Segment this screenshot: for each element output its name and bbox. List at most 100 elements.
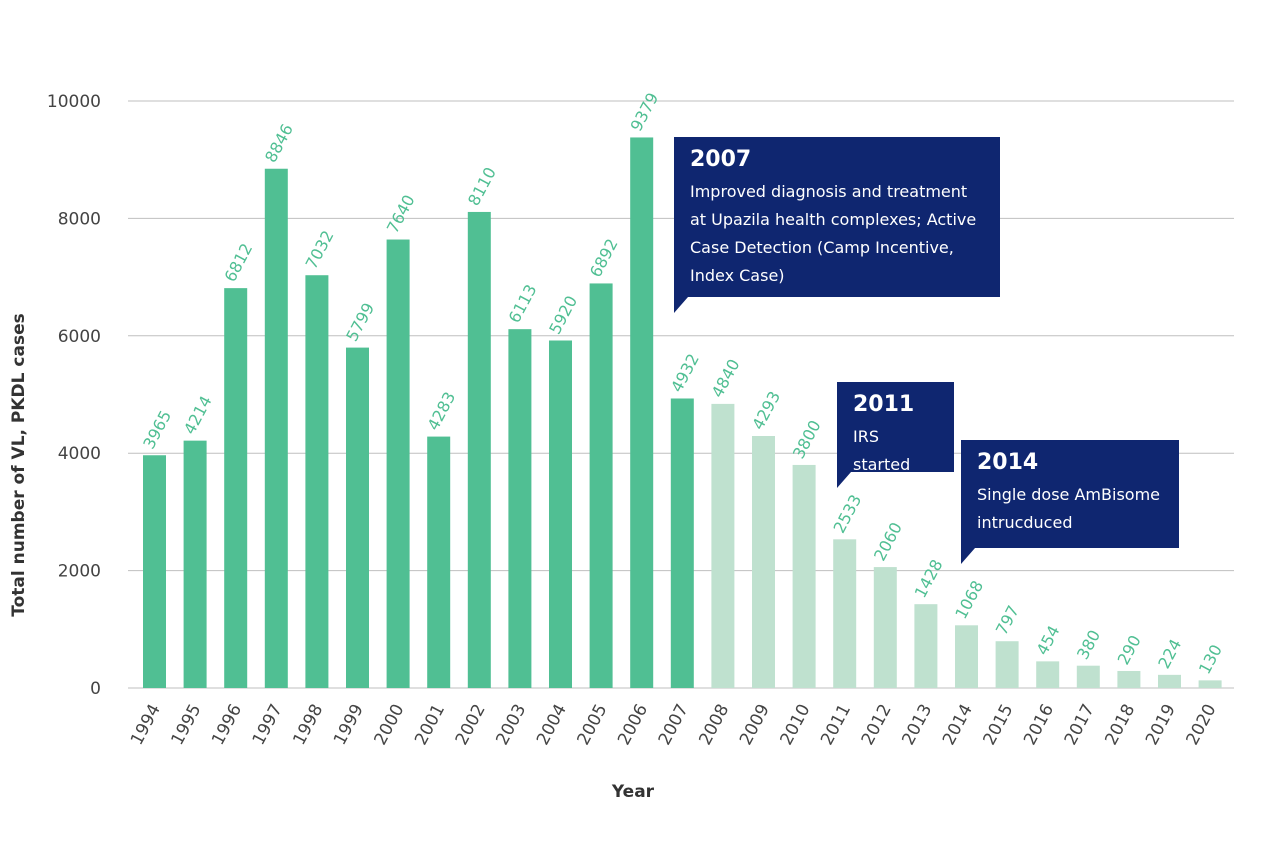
x-tick-label-2014: 2014 (939, 701, 977, 749)
x-tick-label-1998: 1998 (289, 701, 327, 749)
bar-2007 (670, 398, 694, 688)
data-label-2020: 130 (1195, 641, 1226, 677)
bar-2020 (1198, 680, 1222, 688)
bar-2013 (914, 604, 938, 688)
data-label-2009: 4293 (748, 388, 784, 433)
bar-2000 (386, 239, 410, 689)
annotation-2011: 2011 IRS started (837, 382, 954, 488)
x-tick-label-1996: 1996 (208, 701, 246, 749)
y-axis-ticks: 0 2000 4000 6000 8000 10000 (47, 92, 101, 699)
data-label-1999: 5799 (342, 300, 378, 345)
x-tick-label-2006: 2006 (614, 701, 652, 749)
bar-2018 (1117, 670, 1141, 688)
data-label-1994: 3965 (139, 407, 175, 452)
bar-2006 (630, 137, 654, 688)
x-tick-label-2008: 2008 (695, 701, 733, 749)
data-label-2015: 797 (992, 602, 1023, 638)
x-tick-label-2013: 2013 (898, 701, 936, 749)
bar-1995 (183, 440, 207, 688)
x-tick-label-2009: 2009 (736, 701, 774, 749)
annotation-2014: 2014 Single dose AmBisome intrucduced (961, 440, 1179, 564)
data-label-1997: 8846 (261, 121, 297, 166)
data-label-2019: 224 (1154, 636, 1185, 672)
x-axis-ticks: 1994 1995 1996 1997 1998 1999 2000 2001 2002 2003… (127, 701, 1221, 749)
annotation-2007-year: 2007 (690, 147, 752, 172)
x-tick-label-2012: 2012 (858, 701, 896, 749)
data-label-2008: 4840 (708, 356, 744, 401)
x-tick-label-2004: 2004 (533, 701, 571, 749)
bar-2005 (589, 283, 613, 688)
y-tick-label: 10000 (47, 92, 101, 112)
x-tick-label-2002: 2002 (452, 701, 490, 749)
bar-1999 (346, 347, 369, 688)
bar-2012 (873, 567, 897, 688)
x-tick-label-1994: 1994 (127, 701, 165, 749)
data-label-2013: 1428 (911, 556, 947, 601)
y-tick-label: 4000 (58, 444, 101, 464)
bar-2015 (995, 641, 1019, 688)
x-tick-label-2016: 2016 (1020, 701, 1058, 749)
annotation-2011-pointer (837, 472, 851, 488)
data-label-1995: 4214 (180, 393, 216, 438)
data-label-2012: 2060 (870, 519, 906, 564)
bar-2011 (833, 539, 857, 688)
bar-2003 (508, 329, 532, 688)
data-label-2000: 7640 (383, 192, 419, 237)
bar-1998 (305, 275, 329, 688)
annotation-2014-text: Single dose AmBisome intrucduced (977, 485, 1160, 532)
x-tick-label-2000: 2000 (371, 701, 409, 749)
data-label-2016: 454 (1032, 622, 1063, 658)
x-tick-label-1999: 1999 (330, 701, 368, 749)
bar-2014 (955, 625, 978, 688)
x-tick-label-2005: 2005 (574, 701, 612, 749)
y-tick-label: 8000 (58, 209, 101, 229)
data-label-2005: 6892 (586, 235, 622, 280)
bar-2004 (549, 340, 572, 688)
x-tick-label-2018: 2018 (1101, 701, 1139, 749)
data-label-2006: 9379 (626, 89, 662, 134)
data-label-2017: 380 (1073, 627, 1104, 663)
x-tick-label-2011: 2011 (817, 701, 855, 749)
bar-2008 (711, 403, 735, 688)
x-tick-label-1997: 1997 (249, 701, 287, 749)
annotation-2011-text: IRS started (853, 427, 911, 474)
x-tick-label-2019: 2019 (1142, 701, 1180, 749)
x-tick-label-2001: 2001 (411, 701, 449, 749)
y-tick-label: 2000 (58, 562, 101, 582)
x-tick-label-2010: 2010 (777, 701, 815, 749)
bar-2002 (467, 211, 491, 688)
data-label-2007: 4932 (667, 350, 703, 395)
bar-2009 (752, 436, 775, 688)
bars (143, 137, 1222, 689)
y-axis-title: Total number of VL, PKDL cases (9, 313, 29, 616)
x-axis-title: Year (611, 782, 655, 802)
data-label-1996: 6812 (220, 240, 256, 285)
x-tick-label-1995: 1995 (168, 701, 206, 749)
x-tick-label-2017: 2017 (1061, 701, 1099, 749)
annotation-2007-pointer (674, 297, 688, 313)
bar-2019 (1158, 674, 1181, 688)
data-label-2003: 6113 (505, 281, 541, 326)
data-label-2011: 2533 (829, 491, 865, 536)
data-label-2001: 4283 (423, 389, 459, 434)
bar-2001 (427, 436, 451, 688)
data-label-1998: 7032 (302, 227, 338, 272)
y-tick-label: 6000 (58, 327, 101, 347)
bar-2010 (792, 464, 816, 688)
data-label-2004: 5920 (545, 293, 581, 338)
x-tick-label-2007: 2007 (655, 701, 693, 749)
annotation-2014-year: 2014 (977, 450, 1039, 475)
data-label-2002: 8110 (464, 164, 500, 209)
annotation-2007: 2007 Improved diagnosis and treatment at… (674, 137, 1000, 313)
x-tick-label-2020: 2020 (1183, 701, 1221, 749)
x-tick-label-2003: 2003 (492, 701, 530, 749)
data-label-2014: 1068 (951, 577, 987, 622)
data-label-2010: 3800 (789, 417, 825, 462)
annotation-2011-year: 2011 (853, 392, 915, 417)
bar-1994 (143, 455, 166, 688)
bar-1997 (264, 168, 288, 688)
data-label-2018: 290 (1114, 632, 1145, 668)
annotation-2014-pointer (961, 548, 975, 564)
annotation-2007-text: Improved diagnosis and treatment at Upaz… (690, 182, 977, 285)
